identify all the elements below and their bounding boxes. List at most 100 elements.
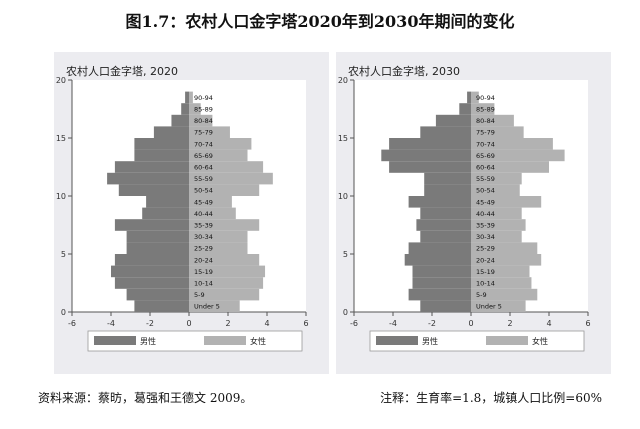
male-bar bbox=[171, 114, 189, 127]
male-bar bbox=[118, 184, 189, 196]
figure-title: 图1.7：农村人口金字塔2020年到2030年期间的变化 bbox=[125, 12, 515, 31]
y-tick-label: 0 bbox=[61, 308, 66, 317]
male-bar bbox=[420, 126, 471, 138]
female-bar bbox=[471, 242, 538, 254]
age-group-label: 60-64 bbox=[194, 164, 213, 172]
x-tick-label: 6 bbox=[303, 319, 308, 328]
age-group-label: 60-64 bbox=[476, 164, 495, 172]
chart-title: 农村人口金字塔, 2030 bbox=[348, 64, 460, 78]
pyramid-chart-2020: 农村人口金字塔, 2020 0 5 10 15 20 -6 -4 -2 0 2 4 6 Under 5 5-… bbox=[56, 64, 309, 352]
age-group-label: 45-49 bbox=[194, 198, 213, 206]
male-bar bbox=[467, 91, 471, 104]
female-bar bbox=[189, 161, 264, 173]
y-tick-label: 10 bbox=[338, 192, 348, 201]
female-bar bbox=[471, 184, 520, 196]
age-group-label: 75-79 bbox=[476, 129, 495, 137]
age-group-label: 10-14 bbox=[194, 280, 213, 288]
male-bar bbox=[107, 172, 189, 185]
age-group-label: Under 5 bbox=[194, 303, 220, 311]
age-group-label: 50-54 bbox=[476, 187, 495, 195]
female-bar bbox=[189, 207, 236, 220]
male-bar bbox=[420, 207, 471, 220]
x-tick-label: 0 bbox=[186, 319, 191, 328]
female-bar bbox=[189, 288, 260, 301]
pyramid-chart-2030: 农村人口金字塔, 2030 0 5 10 15 20 -6 -4 -2 0 2 4 6 Under 5 5-… bbox=[338, 64, 591, 352]
female-bar bbox=[471, 196, 542, 208]
male-bar bbox=[424, 172, 471, 185]
x-tick-label: 2 bbox=[507, 319, 512, 328]
y-tick-label: 0 bbox=[343, 308, 348, 317]
female-bar bbox=[471, 126, 524, 138]
female-bar bbox=[189, 265, 266, 278]
female-bar bbox=[189, 172, 273, 185]
age-group-label: 5-9 bbox=[476, 291, 487, 299]
male-bar bbox=[420, 230, 471, 243]
male-bar bbox=[420, 300, 471, 312]
x-tick-label: 4 bbox=[546, 319, 551, 328]
male-bar bbox=[153, 126, 189, 138]
x-tick-label: -6 bbox=[350, 319, 358, 328]
female-bar bbox=[471, 288, 538, 301]
age-group-label: 50-54 bbox=[194, 187, 213, 195]
age-group-label: 80-84 bbox=[194, 117, 213, 125]
male-bar bbox=[142, 207, 189, 220]
legend-label-male: 男性 bbox=[422, 336, 438, 346]
male-bar bbox=[134, 300, 189, 312]
female-bar bbox=[189, 138, 252, 150]
male-bar bbox=[424, 184, 471, 196]
age-group-label: 15-19 bbox=[194, 268, 213, 276]
male-bar bbox=[111, 265, 189, 278]
male-bar bbox=[181, 103, 189, 115]
pyramid-panel-2020: 农村人口金字塔, 2020 0 5 10 15 20 -6 -4 -2 0 2 4 6 Under 5 5-… bbox=[54, 52, 329, 374]
male-bar bbox=[114, 277, 189, 289]
male-bar bbox=[408, 242, 471, 254]
female-bar bbox=[471, 138, 553, 150]
legend-swatch-female bbox=[486, 336, 528, 345]
y-tick-label: 5 bbox=[61, 250, 66, 259]
male-bar bbox=[459, 103, 471, 115]
age-group-label: 20-24 bbox=[194, 256, 213, 264]
female-bar bbox=[189, 219, 260, 231]
male-bar bbox=[114, 161, 189, 173]
male-bar bbox=[381, 149, 471, 162]
female-bar bbox=[471, 277, 532, 289]
female-bar bbox=[471, 254, 542, 266]
male-bar bbox=[114, 254, 189, 266]
age-group-label: Under 5 bbox=[476, 303, 502, 311]
age-group-label: 55-59 bbox=[476, 175, 495, 183]
female-bar bbox=[189, 242, 248, 254]
age-group-label: 70-74 bbox=[476, 140, 495, 148]
age-group-label: 90-94 bbox=[476, 94, 495, 102]
y-tick-label: 10 bbox=[56, 192, 66, 201]
age-group-label: 65-69 bbox=[476, 152, 495, 160]
female-bar bbox=[471, 172, 522, 185]
male-bar bbox=[435, 114, 471, 127]
x-tick-label: -4 bbox=[389, 319, 397, 328]
male-bar bbox=[126, 242, 189, 254]
female-bar bbox=[471, 265, 530, 278]
x-tick-label: 0 bbox=[468, 319, 473, 328]
age-group-label: 90-94 bbox=[194, 94, 213, 102]
female-bar bbox=[471, 300, 526, 312]
x-tick-label: 4 bbox=[264, 319, 269, 328]
male-bar bbox=[416, 219, 471, 231]
female-bar bbox=[189, 254, 260, 266]
source-note: 资料来源：蔡昉，葛强和王德文 2009。 bbox=[38, 391, 253, 405]
female-bar bbox=[189, 277, 264, 289]
age-group-label: 85-89 bbox=[476, 106, 495, 114]
male-bar bbox=[389, 161, 471, 173]
chart-title: 农村人口金字塔, 2020 bbox=[66, 64, 178, 78]
legend-label-female: 女性 bbox=[532, 336, 548, 346]
female-bar bbox=[471, 230, 522, 243]
male-bar bbox=[389, 138, 471, 150]
age-group-label: 20-24 bbox=[476, 256, 495, 264]
age-group-label: 70-74 bbox=[194, 140, 213, 148]
assumption-note: 注释：生育率=1.8，城镇人口比例=60% bbox=[380, 391, 602, 405]
age-group-label: 25-29 bbox=[476, 245, 495, 253]
male-bar bbox=[408, 196, 471, 208]
x-tick-label: -2 bbox=[428, 319, 436, 328]
pyramid-panel-2030: 农村人口金字塔, 2030 0 5 10 15 20 -6 -4 -2 0 2 4 6 Under 5 5-… bbox=[336, 52, 611, 374]
legend-box bbox=[369, 330, 585, 352]
age-group-label: 30-34 bbox=[194, 233, 213, 241]
x-tick-label: 2 bbox=[225, 319, 230, 328]
